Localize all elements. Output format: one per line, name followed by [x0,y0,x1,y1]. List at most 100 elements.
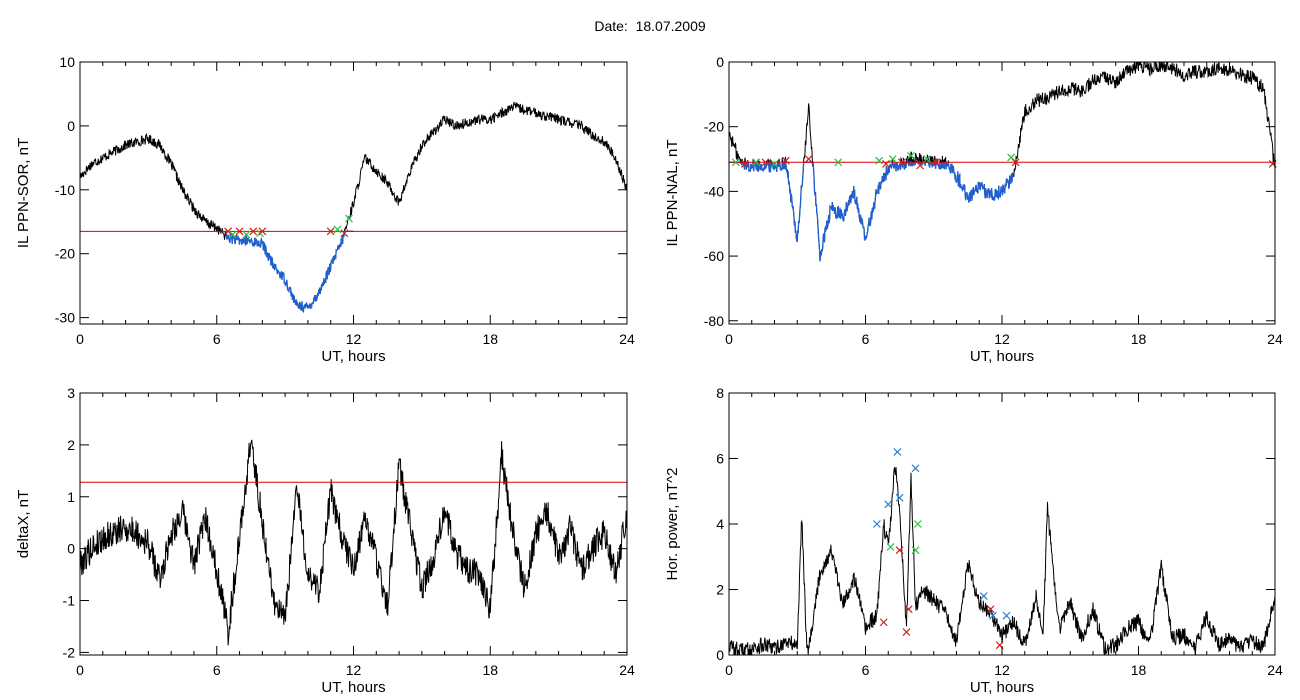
marker-red [904,605,913,614]
x-tick-label: 0 [725,331,733,347]
marker-green [333,225,342,234]
x-tick-label: 24 [619,662,635,678]
x-tick-label: 12 [346,662,362,678]
marker-green [228,230,237,239]
axes-frame [79,392,628,656]
y-tick-label: -20 [55,246,75,262]
x-tick-label: 6 [862,331,870,347]
y-tick-label: -80 [704,313,724,329]
axes-frame [728,392,1276,656]
x-tick-label: 24 [1267,331,1283,347]
y-tick-label: -2 [63,644,76,660]
x-tick-label: 18 [482,331,498,347]
x-tick-label: 18 [1131,662,1147,678]
marker-green [834,158,843,167]
marker-blue [988,611,997,620]
marker-blue [872,520,881,528]
panel-sor: 0 6 12 18 24 -30 -20 -10 0 10 UT, hours IL PPN-SOR,… [15,54,635,365]
marker-red [249,227,258,236]
marker-red [340,229,349,238]
x-tick-label: 18 [482,662,498,678]
trace-power [729,466,1275,655]
y-tick-label: 0 [716,54,724,70]
marker-blue [895,493,904,502]
marker-green [888,155,897,163]
marker-red [326,227,335,236]
x-tick-label: 24 [1267,662,1283,678]
x-tick-label: 0 [76,662,84,678]
date-label: Date: [594,18,628,34]
y-tick-label: 8 [716,385,724,401]
date-value: 18.07.2009 [635,18,706,34]
y-tick-label: -60 [704,248,724,264]
y-tick-label: 3 [67,385,75,401]
marker-red [1011,158,1020,167]
marker-red [235,227,244,236]
y-tick-label: 2 [67,437,75,453]
marker-red [902,628,911,636]
x-tick-label: 6 [862,662,870,678]
x-tick-label: 6 [213,331,221,347]
figure-header: Date: 18.07.2009 [0,18,1300,34]
y-tick-label: 0 [67,541,75,557]
y-axis-title: Hor. power, nT^2 [664,468,681,581]
marker-red [761,158,770,167]
marker-red [741,159,749,168]
y-tick-label: 6 [716,451,724,467]
marker-green [911,546,920,555]
y-tick-label: 0 [67,118,75,134]
y-tick-label: 4 [716,516,724,532]
y-tick-label: -10 [55,182,75,198]
marker-green [770,159,779,168]
trace-sor [80,101,627,313]
marker-green [345,214,353,223]
x-tick-label: 18 [1131,331,1147,347]
x-axis-title: UT, hours [321,679,385,696]
y-tick-label: -30 [55,310,75,326]
y-axis-title: deltaX, nT [15,490,32,558]
x-axis-title: UT, hours [970,679,1034,696]
marker-red [986,605,995,614]
x-tick-label: 12 [994,331,1010,347]
marker-green [875,156,884,165]
marker-red [781,156,790,165]
marker-red [916,161,925,170]
y-tick-label: 0 [716,647,724,663]
selected-trace-nal [729,159,1015,262]
marker-green [731,158,740,167]
marker-red [258,227,267,236]
marker-green [886,543,895,551]
y-tick-label: -20 [704,119,724,135]
marker-red [932,158,940,167]
marker-green [907,151,915,160]
marker-red [804,155,813,163]
x-tick-label: 12 [346,331,362,347]
trace-deltax [80,439,627,646]
y-axis-title: IL PPN-NAL, nT [664,140,681,247]
y-tick-label: -1 [63,593,76,609]
x-tick-label: 24 [619,331,635,347]
marker-green [913,520,922,528]
x-axis-title: UT, hours [970,348,1034,365]
marker-green [923,155,931,163]
marker-blue [979,592,988,600]
x-axis-title: UT, hours [321,348,385,365]
marker-green [752,158,761,167]
marker-red [895,546,904,555]
marker-blue [893,448,902,456]
marker-red [882,159,890,168]
y-tick-label: 1 [67,489,75,505]
y-tick-label: 2 [716,582,724,598]
trace-nal [729,62,1275,262]
y-tick-label: -40 [704,183,724,199]
marker-blue [911,464,920,473]
marker-blue [884,500,893,509]
marker-red [224,227,233,236]
y-axis-title: IL PPN-SOR, nT [15,138,32,248]
marker-green [242,230,251,239]
marker-blue [1002,611,1011,620]
axes-frame [79,61,628,325]
